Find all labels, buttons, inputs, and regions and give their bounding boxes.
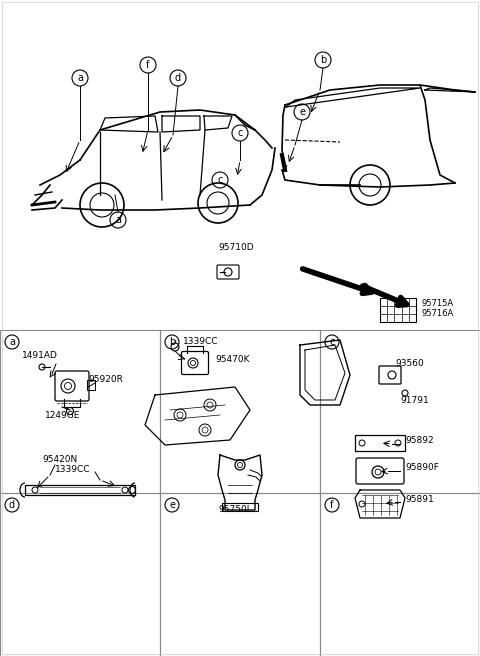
Text: b: b (169, 337, 175, 347)
Text: 1491AD: 1491AD (22, 351, 58, 360)
Bar (222, 503, 258, 511)
Text: 95715A: 95715A (422, 299, 454, 308)
Text: 95470K: 95470K (215, 355, 250, 364)
Bar (320, 330, 480, 493)
Bar (380, 298, 416, 322)
Bar (0, 330, 160, 493)
Text: f: f (146, 60, 150, 70)
Text: d: d (175, 73, 181, 83)
Text: 1339CC: 1339CC (55, 465, 91, 474)
Text: f: f (330, 500, 334, 510)
Text: e: e (299, 107, 305, 117)
Text: a: a (77, 73, 83, 83)
Text: 95710D: 95710D (218, 243, 253, 252)
Bar (320, 493, 480, 656)
Text: 95891: 95891 (405, 495, 434, 504)
Text: 1249GE: 1249GE (45, 411, 80, 420)
Text: 1339CC: 1339CC (183, 337, 218, 346)
Text: c: c (329, 337, 335, 347)
Bar (25, 485, 135, 495)
Text: 93560: 93560 (395, 359, 424, 368)
Text: c: c (217, 175, 223, 185)
Bar (160, 330, 320, 493)
Text: 95890F: 95890F (405, 463, 439, 472)
Text: d: d (9, 500, 15, 510)
Text: e: e (169, 500, 175, 510)
Text: a: a (9, 337, 15, 347)
Bar (160, 493, 320, 656)
Bar (355, 435, 405, 451)
Text: 91791: 91791 (400, 396, 429, 405)
Text: 95716A: 95716A (422, 309, 454, 318)
Text: a: a (115, 215, 121, 225)
Text: 95420N: 95420N (42, 455, 77, 464)
Text: 95750L: 95750L (218, 505, 252, 514)
Text: c: c (237, 128, 243, 138)
Text: 95892: 95892 (405, 436, 433, 445)
Text: 95920R: 95920R (88, 375, 123, 384)
Bar (0, 493, 160, 656)
Bar (87, 380, 95, 390)
Text: b: b (320, 55, 326, 65)
